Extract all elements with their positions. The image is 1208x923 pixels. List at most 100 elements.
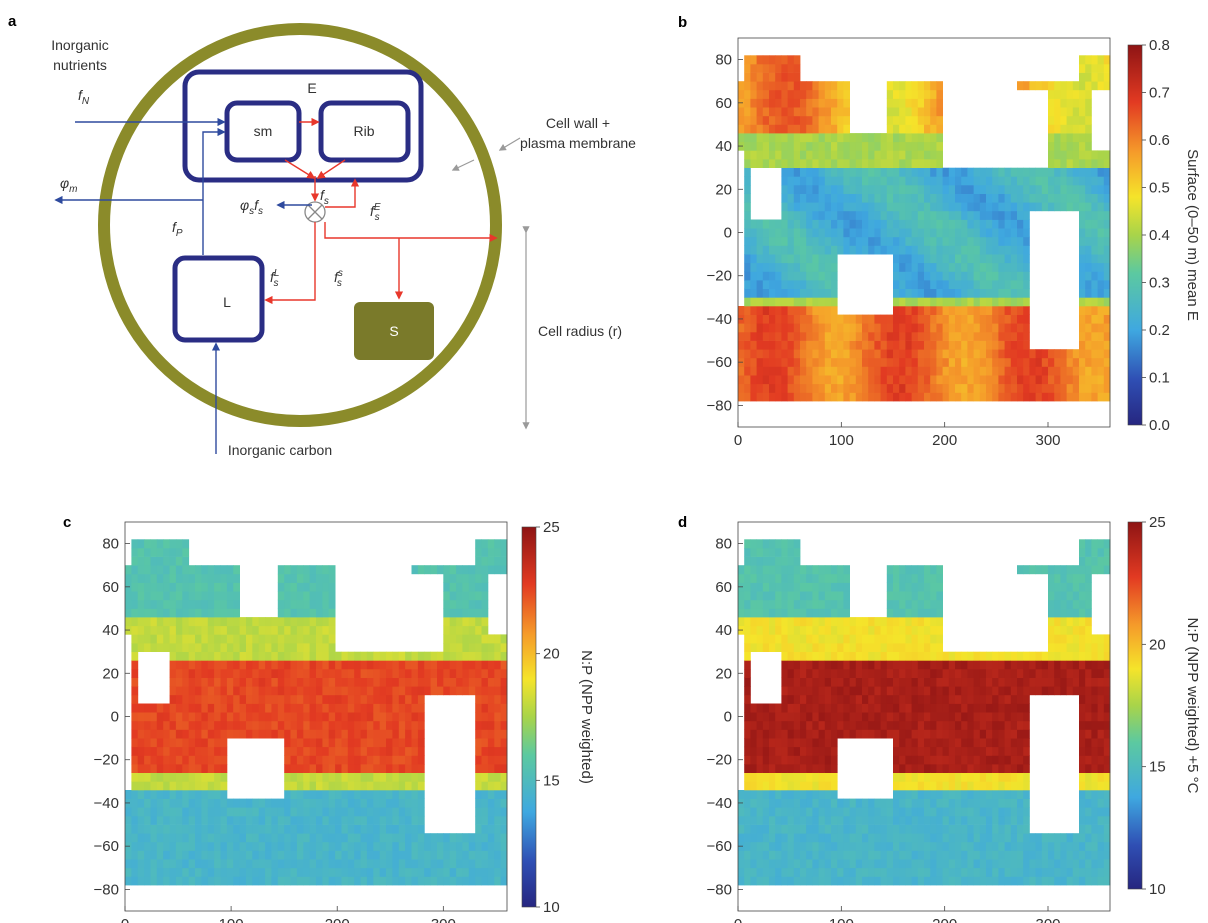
y-tick-label: −40 (707, 311, 732, 328)
heatmap-cell (893, 738, 900, 748)
heatmap-cell (899, 357, 906, 367)
heatmap-cell (328, 790, 336, 799)
heatmap-cell (942, 746, 950, 756)
heatmap-cell (738, 331, 745, 341)
heatmap-cell (207, 686, 215, 696)
heatmap-cell (131, 755, 139, 765)
heatmap-cell (1072, 81, 1080, 91)
heatmap-cell (961, 254, 968, 264)
heatmap-cell (156, 807, 164, 817)
heatmap-cell (924, 617, 931, 627)
heatmap-cell (793, 764, 801, 773)
heatmap-cell (967, 254, 974, 264)
heatmap-cell (316, 755, 323, 765)
heatmap-cell (781, 790, 788, 799)
heatmap-cell (917, 790, 925, 799)
heatmap-cell (800, 729, 807, 739)
heatmap-cell (992, 349, 999, 359)
heatmap-cell (239, 660, 247, 670)
heatmap-cell (800, 625, 807, 635)
heatmap-cell (175, 738, 183, 748)
heatmap-cell (328, 729, 336, 739)
heatmap-cell (849, 210, 857, 220)
heatmap-cell (175, 539, 183, 549)
heatmap-cell (831, 703, 838, 713)
heatmap-cell (924, 340, 931, 350)
heatmap-cell (456, 565, 463, 575)
heatmap-cell (787, 107, 795, 117)
heatmap-cell (233, 841, 240, 851)
heatmap-cell (398, 798, 406, 808)
heatmap-cell (750, 573, 757, 583)
heatmap-cell (787, 781, 795, 791)
heatmap-cell (942, 712, 950, 722)
heatmap-cell (258, 643, 266, 652)
heatmap-cell (824, 781, 832, 791)
heatmap-cell (156, 591, 164, 601)
heatmap-cell (930, 746, 937, 756)
heatmap-cell (886, 677, 894, 687)
heatmap-cell (886, 669, 894, 678)
heatmap-cell (424, 867, 431, 877)
heatmap-cell (762, 63, 770, 73)
heatmap-cell (886, 323, 894, 333)
heatmap-cell (874, 392, 881, 402)
heatmap-cell (824, 349, 832, 359)
heatmap-cell (899, 271, 906, 281)
heatmap-cell (494, 790, 502, 799)
heatmap-cell (1017, 185, 1024, 194)
heatmap-cell (930, 89, 937, 99)
heatmap-cell (392, 686, 400, 696)
heatmap-cell (487, 833, 495, 843)
heatmap-cell (188, 807, 196, 817)
heatmap-cell (855, 651, 863, 661)
heatmap-cell (917, 280, 925, 289)
heatmap-cell (824, 573, 832, 583)
heatmap-cell (812, 185, 819, 194)
heatmap-cell (806, 202, 813, 212)
heatmap-cell (411, 833, 419, 843)
heatmap-cell (284, 651, 291, 661)
heatmap-cell (843, 202, 850, 212)
heatmap-cell (756, 764, 764, 773)
heatmap-cell (762, 254, 770, 264)
heatmap-cell (169, 547, 177, 557)
heatmap-cell (169, 859, 177, 869)
heatmap-cell (354, 772, 361, 782)
heatmap-cell (967, 807, 974, 817)
heatmap-cell (899, 738, 906, 748)
heatmap-cell (163, 634, 170, 644)
heatmap-cell (750, 245, 757, 255)
heatmap-cell (955, 746, 962, 756)
heatmap-cell (131, 824, 139, 834)
heatmap-cell (188, 686, 196, 696)
heatmap-cell (417, 686, 425, 696)
heatmap-cell (880, 219, 888, 229)
heatmap-cell (201, 798, 209, 808)
heatmap-cell (961, 850, 968, 860)
heatmap-cell (144, 798, 151, 808)
heatmap-cell (1048, 357, 1055, 367)
heatmap-cell (750, 63, 757, 73)
heatmap-cell (1079, 107, 1086, 117)
heatmap-cell (328, 634, 336, 644)
heatmap-cell (793, 841, 801, 851)
heatmap-cell (277, 634, 285, 644)
heatmap-cell (781, 98, 788, 108)
heatmap-cell (781, 582, 788, 592)
heatmap-cell (475, 547, 482, 557)
heatmap-cell (1048, 89, 1055, 99)
heatmap-cell (169, 591, 177, 601)
heatmap-cell (296, 599, 304, 609)
heatmap-cell (150, 703, 158, 713)
heatmap-cell (769, 323, 776, 333)
heatmap-cell (886, 833, 894, 843)
heatmap-cell (468, 565, 476, 575)
heatmap-cell (750, 738, 757, 748)
heatmap-cell (831, 159, 838, 168)
heatmap-cell (137, 720, 145, 730)
heatmap-cell (316, 634, 323, 644)
heatmap-cell (812, 669, 819, 678)
heatmap-cell (868, 876, 875, 886)
heatmap-cell (942, 669, 950, 678)
